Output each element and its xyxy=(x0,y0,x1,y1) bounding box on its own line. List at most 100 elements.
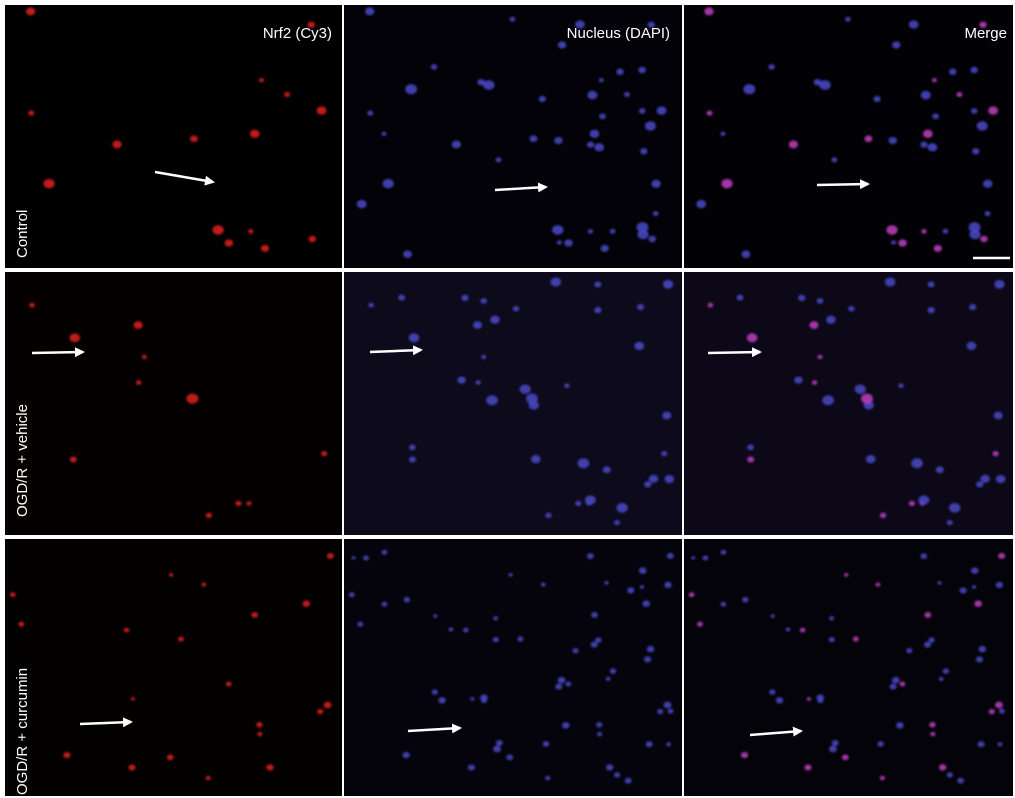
cell xyxy=(969,222,981,232)
cell xyxy=(844,573,848,577)
cell xyxy=(317,709,323,714)
cell xyxy=(596,722,602,727)
cell xyxy=(949,503,960,513)
cell xyxy=(689,592,695,597)
cell xyxy=(29,303,35,308)
cell xyxy=(564,383,570,388)
column-label: Nucleus (DAPI) xyxy=(567,25,670,42)
cell xyxy=(610,229,616,234)
cell xyxy=(432,689,438,694)
cell xyxy=(720,602,726,607)
cell xyxy=(594,143,604,151)
cell xyxy=(225,239,234,246)
cell xyxy=(493,616,498,620)
column-label: Merge xyxy=(964,25,1007,42)
cell xyxy=(937,581,942,585)
arrow xyxy=(708,352,760,353)
cell xyxy=(885,277,896,286)
cell xyxy=(614,520,620,525)
cell xyxy=(657,709,663,714)
cell xyxy=(928,637,934,642)
cell xyxy=(383,179,394,189)
cell xyxy=(983,180,993,188)
cell xyxy=(550,277,561,286)
cell xyxy=(606,764,613,770)
cell xyxy=(603,466,611,473)
cell xyxy=(616,503,627,513)
cell xyxy=(927,282,934,288)
cell xyxy=(971,108,978,114)
cell xyxy=(886,225,897,235)
cell xyxy=(324,702,332,709)
cell xyxy=(257,732,262,736)
cell xyxy=(911,458,923,468)
cell xyxy=(943,229,949,234)
cell xyxy=(640,585,644,589)
cell xyxy=(720,550,726,555)
cell xyxy=(136,380,141,385)
cell xyxy=(921,229,926,234)
cell xyxy=(848,306,854,312)
cell xyxy=(251,612,258,618)
cell xyxy=(702,556,708,561)
cell xyxy=(771,614,775,618)
cell xyxy=(929,722,935,727)
cell xyxy=(697,622,703,627)
cell xyxy=(816,694,824,700)
cell xyxy=(349,592,355,597)
cell xyxy=(980,236,988,242)
cell xyxy=(212,225,223,235)
cell xyxy=(943,668,949,673)
cell xyxy=(864,135,872,142)
cell xyxy=(486,395,498,405)
cell xyxy=(614,772,620,777)
cell xyxy=(776,697,783,703)
row-label: OGD/R + curcumin xyxy=(14,668,31,795)
cell xyxy=(461,295,468,301)
cell xyxy=(855,384,866,393)
cell xyxy=(890,684,897,690)
cell xyxy=(829,746,837,753)
cell xyxy=(616,69,624,75)
cell xyxy=(480,298,487,304)
cell xyxy=(960,587,967,593)
cell xyxy=(877,741,884,747)
cell xyxy=(649,475,658,483)
cell xyxy=(809,321,818,329)
cell xyxy=(321,451,327,456)
cell xyxy=(190,135,198,142)
cell xyxy=(996,475,1006,483)
cell xyxy=(601,245,609,252)
cell xyxy=(433,614,437,618)
micrograph xyxy=(344,5,682,268)
cell xyxy=(936,466,944,473)
cell xyxy=(368,303,374,308)
cell xyxy=(381,132,386,136)
cell xyxy=(807,697,811,701)
cell xyxy=(597,732,602,736)
cell xyxy=(976,656,983,662)
cell xyxy=(363,556,369,561)
cell xyxy=(398,295,405,301)
cell xyxy=(493,746,501,753)
cell xyxy=(969,304,976,310)
cell xyxy=(741,250,750,258)
cell xyxy=(506,755,513,761)
cell xyxy=(661,451,667,456)
cell xyxy=(178,636,184,641)
cell xyxy=(128,764,135,770)
cell xyxy=(921,91,931,100)
cell xyxy=(63,752,70,758)
cell xyxy=(985,211,991,216)
cell xyxy=(595,637,601,642)
cell xyxy=(624,92,630,97)
cell xyxy=(896,722,904,728)
cell xyxy=(403,752,410,758)
cell xyxy=(475,380,480,385)
cell xyxy=(920,142,927,148)
cell xyxy=(520,384,531,393)
cell xyxy=(409,445,416,451)
cell xyxy=(814,79,822,85)
cell xyxy=(382,602,388,607)
cell xyxy=(256,722,262,727)
